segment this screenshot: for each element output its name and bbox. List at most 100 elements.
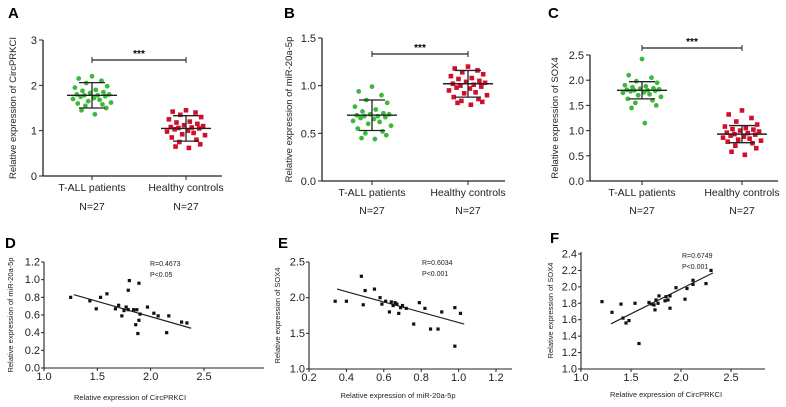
data-point xyxy=(134,323,138,327)
data-point xyxy=(753,145,759,151)
data-point xyxy=(194,137,199,143)
y-axis-label: Relative expression of SOX4 xyxy=(546,263,555,359)
data-point xyxy=(380,302,384,306)
data-point xyxy=(395,302,399,306)
data-point xyxy=(468,102,474,108)
data-point xyxy=(358,115,363,121)
category-label: Healthy controls xyxy=(704,187,779,199)
data-point xyxy=(183,107,189,113)
x-tick-label: 1.2 xyxy=(488,372,503,384)
data-point xyxy=(92,111,98,117)
data-point xyxy=(85,98,91,104)
data-point xyxy=(113,307,118,311)
data-point xyxy=(191,130,196,136)
data-point xyxy=(726,112,731,117)
data-point xyxy=(625,96,631,102)
y-axis-label: Relative expression of CircPRKCI xyxy=(8,37,19,179)
data-point xyxy=(451,94,457,100)
panel-d: D 0.0 0.2 0.4 0.6 0.8 1.0 1.2 1.0 1.5 2.0 2.5 Relati… xyxy=(5,235,264,402)
data-point xyxy=(652,303,656,307)
y-tick-label: 1 xyxy=(31,126,37,138)
x-tick-label: 2.5 xyxy=(723,372,738,384)
data-point xyxy=(637,341,641,346)
data-point xyxy=(100,101,105,107)
data-point xyxy=(664,295,668,299)
regression-line xyxy=(610,272,714,325)
data-point xyxy=(477,78,482,84)
x-tick-label: 0.6 xyxy=(376,372,391,384)
data-point xyxy=(371,116,377,122)
data-point xyxy=(187,119,193,124)
data-point xyxy=(365,121,371,127)
y-tick-label: 1.0 xyxy=(290,364,305,376)
data-point xyxy=(136,331,140,336)
data-point xyxy=(93,87,99,93)
data-point xyxy=(87,90,93,96)
data-point xyxy=(461,90,467,96)
data-point xyxy=(476,96,481,102)
p-value: P<0.001 xyxy=(422,271,448,278)
y-tick-label: 1.8 xyxy=(562,298,577,310)
data-point xyxy=(384,100,390,106)
data-point xyxy=(333,299,337,303)
y-tick-label: 0.5 xyxy=(301,128,316,140)
data-point xyxy=(741,134,747,139)
data-point xyxy=(122,308,126,313)
data-point xyxy=(375,113,381,119)
data-point xyxy=(193,110,198,115)
data-point xyxy=(404,306,408,310)
data-point xyxy=(127,278,131,283)
data-point xyxy=(657,294,661,298)
data-point xyxy=(641,89,647,95)
panel-label: E xyxy=(278,235,288,252)
y-tick-label: 1.0 xyxy=(301,81,316,93)
data-point xyxy=(97,97,102,103)
data-point xyxy=(170,109,175,114)
data-point xyxy=(480,71,486,77)
data-point xyxy=(749,115,754,121)
y-axis-label: Relative expression of SOX4 xyxy=(273,268,282,364)
data-point xyxy=(391,303,395,308)
n-label: N=27 xyxy=(729,205,755,217)
p-value: P<0.05 xyxy=(150,272,172,279)
y-tick-label: 0.5 xyxy=(569,151,584,163)
x-tick-label: 1.0 xyxy=(573,372,588,384)
x-tick-label: 1.5 xyxy=(90,371,105,383)
x-tick-label: 0.8 xyxy=(414,372,429,384)
data-point xyxy=(626,72,632,78)
data-point xyxy=(185,128,191,133)
data-point xyxy=(369,84,375,90)
n-label: N=27 xyxy=(79,201,105,213)
panel-f: F1.01.21.41.61.82.02.22.41.0 1.5 2.0 2.5Rel… xyxy=(546,230,765,399)
data-point xyxy=(98,295,103,299)
data-point xyxy=(412,322,416,326)
x-tick-label: 2.5 xyxy=(196,371,211,383)
data-point xyxy=(627,318,631,323)
y-tick-label: 2.2 xyxy=(562,265,577,277)
data-point xyxy=(465,64,471,69)
data-point xyxy=(179,131,185,137)
data-point xyxy=(423,306,427,310)
data-point xyxy=(643,83,649,89)
data-point xyxy=(453,344,457,348)
data-point xyxy=(624,321,628,325)
data-point xyxy=(361,303,365,307)
data-point xyxy=(82,103,88,109)
data-point xyxy=(89,73,95,79)
y-tick-label: 1.2 xyxy=(562,347,577,359)
data-point xyxy=(745,130,750,136)
y-tick-label: 1.4 xyxy=(562,331,577,343)
data-point xyxy=(363,288,367,293)
r-value: R=0.4673 xyxy=(150,261,181,268)
data-point xyxy=(359,135,364,141)
data-point xyxy=(372,136,378,142)
data-point xyxy=(632,100,638,106)
data-point xyxy=(730,126,735,132)
y-tick-label: 2 xyxy=(31,80,37,92)
data-point xyxy=(668,294,672,298)
data-point xyxy=(639,56,645,62)
data-point xyxy=(138,312,142,316)
data-point xyxy=(459,98,464,104)
y-axis-label: Relative expression of miR-20a-5p xyxy=(6,257,15,372)
